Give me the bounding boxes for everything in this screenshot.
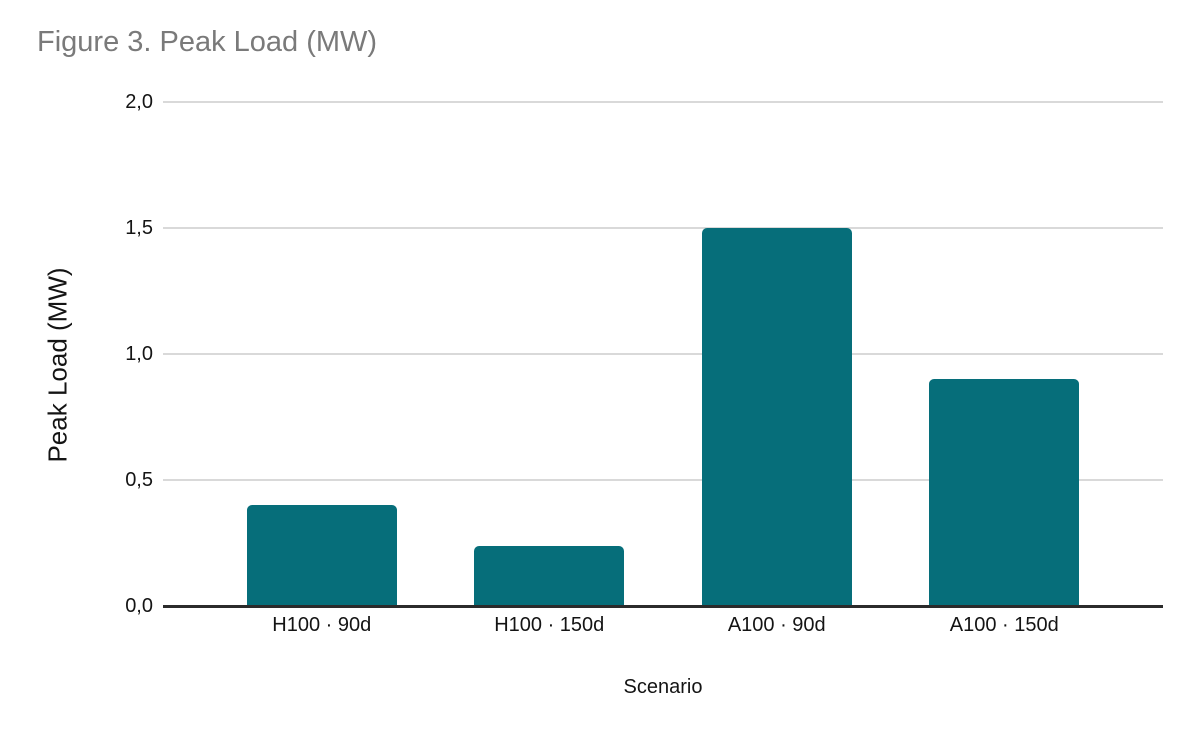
bar-slot — [891, 102, 1119, 606]
chart-title: Figure 3. Peak Load (MW) — [37, 26, 378, 58]
gridline — [163, 101, 1163, 103]
y-tick-label: 0,5 — [125, 469, 153, 491]
y-axis-tick-labels: 0,0 0,5 1,0 1,5 2,0 — [58, 91, 153, 617]
bar — [929, 379, 1080, 606]
x-tick-label: A100 · 150d — [949, 614, 1059, 636]
x-axis-title: Scenario — [623, 676, 703, 698]
bar — [701, 228, 852, 606]
y-tick-label: 2,0 — [125, 91, 153, 113]
gridline — [163, 353, 1163, 355]
bar — [246, 505, 397, 606]
gridline — [163, 227, 1163, 229]
x-axis-line — [163, 605, 1163, 608]
bars-container — [208, 102, 1118, 606]
x-tick-label: A100 · 90d — [727, 614, 826, 636]
bar-slot — [208, 102, 436, 606]
gridline — [163, 479, 1163, 481]
y-tick-label: 0,0 — [125, 595, 153, 617]
x-tick-label: H100 · 150d — [494, 614, 605, 636]
bar-slot — [436, 102, 664, 606]
y-tick-label: 1,0 — [125, 343, 153, 365]
bar — [474, 545, 625, 606]
x-axis-tick-labels: H100 · 90d H100 · 150d A100 · 90d A100 · 15… — [208, 614, 1118, 637]
x-tick-label: H100 · 90d — [272, 614, 372, 636]
y-tick-label: 1,5 — [125, 217, 153, 239]
bar-slot — [663, 102, 891, 606]
plot-area — [163, 101, 1163, 608]
